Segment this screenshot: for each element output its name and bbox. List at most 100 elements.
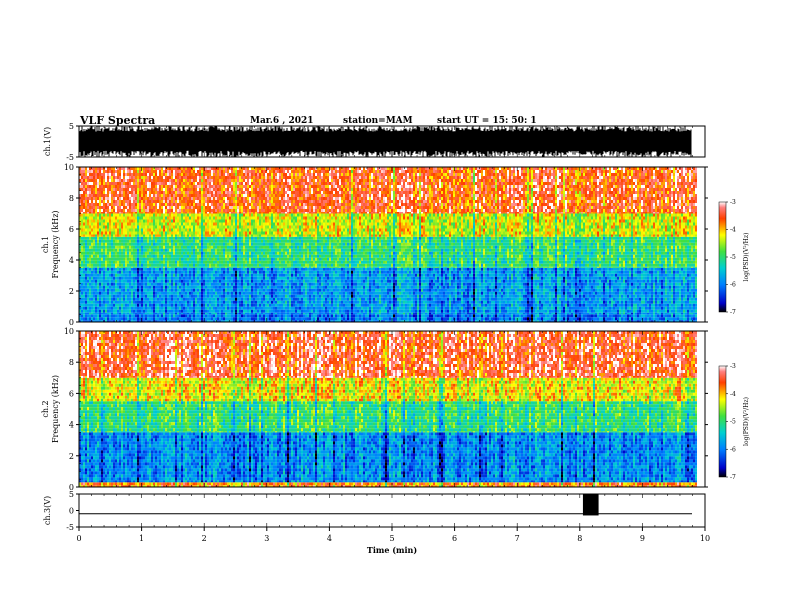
ch1-spec-cell	[673, 298, 675, 301]
ch1-spec-cell	[521, 268, 523, 271]
ch1-spec-cell	[605, 304, 607, 307]
ch1-spec-cell	[217, 304, 219, 307]
ch1-spec-cell	[281, 304, 283, 307]
ch1-spec-cell	[685, 304, 687, 307]
ch1-spec-cell	[593, 314, 595, 317]
ch1-spec-cell	[425, 286, 427, 289]
ch1-spec-cell	[407, 289, 409, 292]
ch1-spec-cell	[511, 301, 513, 304]
ch1-spec-cell	[329, 301, 331, 304]
ch1-spec-cell	[91, 304, 93, 307]
ch1-spec-cell	[461, 304, 463, 307]
ch1-spec-cell	[127, 298, 129, 301]
ch1-spec-cell	[593, 277, 595, 280]
ch1-spec-cell	[123, 271, 125, 274]
ch1-spec-cell	[309, 277, 311, 280]
ch1-spec-cell	[129, 277, 131, 280]
ch1-spec-cell	[295, 280, 297, 283]
ch1-spec-cell	[255, 301, 257, 304]
ch1-spec-cell	[435, 301, 437, 304]
ch1-spec-cell	[231, 314, 233, 317]
ch1-spec-cell	[617, 317, 619, 320]
ch1-spec-cell	[227, 292, 229, 295]
ch1-spec-cell	[131, 283, 133, 286]
ch1-spec-cell	[285, 280, 287, 283]
ch1-spec-cell	[443, 314, 445, 317]
ch1-spec-cell	[501, 277, 503, 280]
ch1-spec-cell	[617, 298, 619, 301]
ch1-spec-cell	[295, 286, 297, 289]
ch1-spec-cell	[463, 292, 465, 295]
ch1-spec-cell	[155, 298, 157, 301]
ch1-spec-cell	[535, 292, 537, 295]
ch1-spec-cell	[443, 304, 445, 307]
ch1-spec-cell	[125, 301, 127, 304]
ch1-spec-cell	[613, 283, 615, 286]
ch1-spec-cell	[429, 304, 431, 307]
ch1-spec-cell	[537, 289, 539, 292]
ch1-spec-cell	[281, 317, 283, 320]
ch1-spec-cell	[295, 304, 297, 307]
ch1-spec-cell	[105, 289, 107, 292]
ch1-spec-cell	[459, 274, 461, 277]
ch1-spec-cell	[521, 301, 523, 304]
ch1-spec-cell	[207, 301, 209, 304]
ch1-spec-cell	[281, 271, 283, 274]
ch1-spec-cell	[585, 274, 587, 277]
ch1-spec-cell	[579, 298, 581, 301]
ch1-spec-cell	[263, 304, 265, 307]
ch1-spec-cell	[177, 274, 179, 277]
ch1-spec-cell	[357, 280, 359, 283]
ch1-spec-cell	[651, 286, 653, 289]
ch1-spec-cell	[239, 295, 241, 298]
ch1-spec-cell	[541, 268, 543, 271]
ch1-spec-cell	[261, 274, 263, 277]
ch1-spec-cell	[493, 271, 495, 274]
ch1-spec-cell	[145, 307, 147, 310]
ch1-spec-cell	[331, 298, 333, 301]
ch1-spec-cell	[327, 277, 329, 280]
ch1-spec-cell	[613, 314, 615, 317]
ch1-spec-cell	[687, 298, 689, 301]
ch1-spec-cell	[171, 317, 173, 320]
ch1-spec-cell	[493, 317, 495, 320]
ch1-spec-cell	[295, 289, 297, 292]
ch1-spec-cell	[147, 286, 149, 289]
ch1-spec-cell	[623, 295, 625, 298]
ch1-spec-cell	[639, 268, 641, 271]
ch1-spec-cell	[595, 289, 597, 292]
ch1-spec-cell	[441, 268, 443, 271]
ch1-spec-cell	[355, 295, 357, 298]
ch1-spec-cell	[603, 314, 605, 317]
ch1-spec-cell	[113, 277, 115, 280]
ch1-spec-cell	[565, 277, 567, 280]
ch1-spec-cell	[329, 271, 331, 274]
ch1-spec-cell	[119, 286, 121, 289]
ch1-spec-cell	[119, 280, 121, 283]
ch1-spec-cell	[115, 304, 117, 307]
ch1-spec-cell	[289, 314, 291, 317]
ch1-spec-cell	[269, 301, 271, 304]
ch1-spec-cell	[109, 283, 111, 286]
ch1-spec-cell	[133, 304, 135, 307]
ch1-spec-cell	[401, 289, 403, 292]
ch1-spec-cell	[523, 317, 525, 320]
ch1-spec-cell	[377, 289, 379, 292]
ch1-spec-cell	[99, 298, 101, 301]
ch1-spec-cell	[277, 317, 279, 320]
ch1-spec-cell	[565, 268, 567, 271]
ch1-spec-cell	[567, 277, 569, 280]
ch1-spec-cell	[683, 289, 685, 292]
ch1-spec-cell	[127, 280, 129, 283]
ch1-spec-cell	[249, 274, 251, 277]
ch1-spec-cell	[667, 283, 669, 286]
ch1-spec-cell	[439, 292, 441, 295]
ch1-spec-cell	[569, 268, 571, 271]
ch1-spec-cell	[649, 317, 651, 320]
ch1-spec-cell	[471, 268, 473, 271]
ch1-spec-cell	[411, 301, 413, 304]
ch1-spec-cell	[441, 295, 443, 298]
ch1-spec-cell	[171, 314, 173, 317]
ch1-spec-cell	[445, 268, 447, 271]
ch1-spec-cell	[561, 314, 563, 317]
